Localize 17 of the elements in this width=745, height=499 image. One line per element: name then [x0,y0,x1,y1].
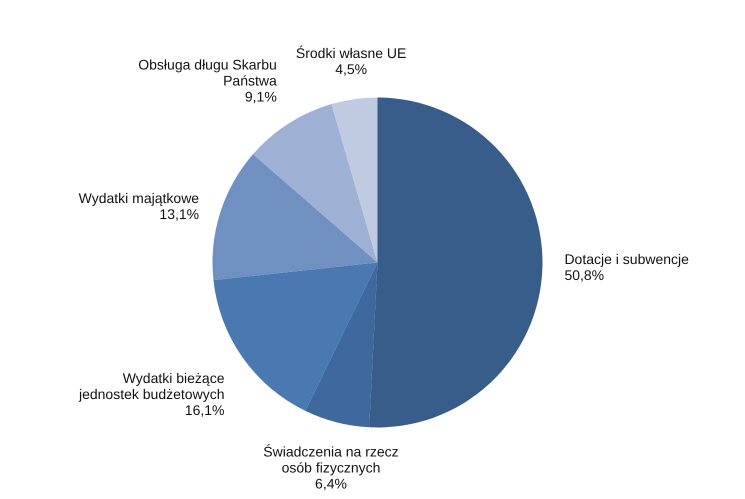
pie-slice [369,98,542,428]
data-label: 4,5% [335,61,368,78]
slice-label: Wydatki majątkowe [78,190,200,206]
pie-slice [253,104,378,262]
data-label: 16,1% [184,402,225,418]
pie-slice [212,154,378,280]
data-label: 9,1% [244,88,277,105]
slice-label: Obsługa długu Skarbu Państwa [138,56,278,89]
slice-label: Dotacje i subwencje [564,251,690,267]
data-label: 50,8% [564,267,604,283]
slice-label: Środki własne UE [296,45,406,62]
pie-slice [305,262,378,428]
slice-label: Świadczenia na rzecz osób fizycznych [263,443,399,476]
pie-slice [331,98,378,262]
data-label: 13,1% [159,206,200,222]
slice-label: Wydatki bieżące jednostek budżetowych [78,370,225,402]
data-label: 6,4% [315,475,347,492]
